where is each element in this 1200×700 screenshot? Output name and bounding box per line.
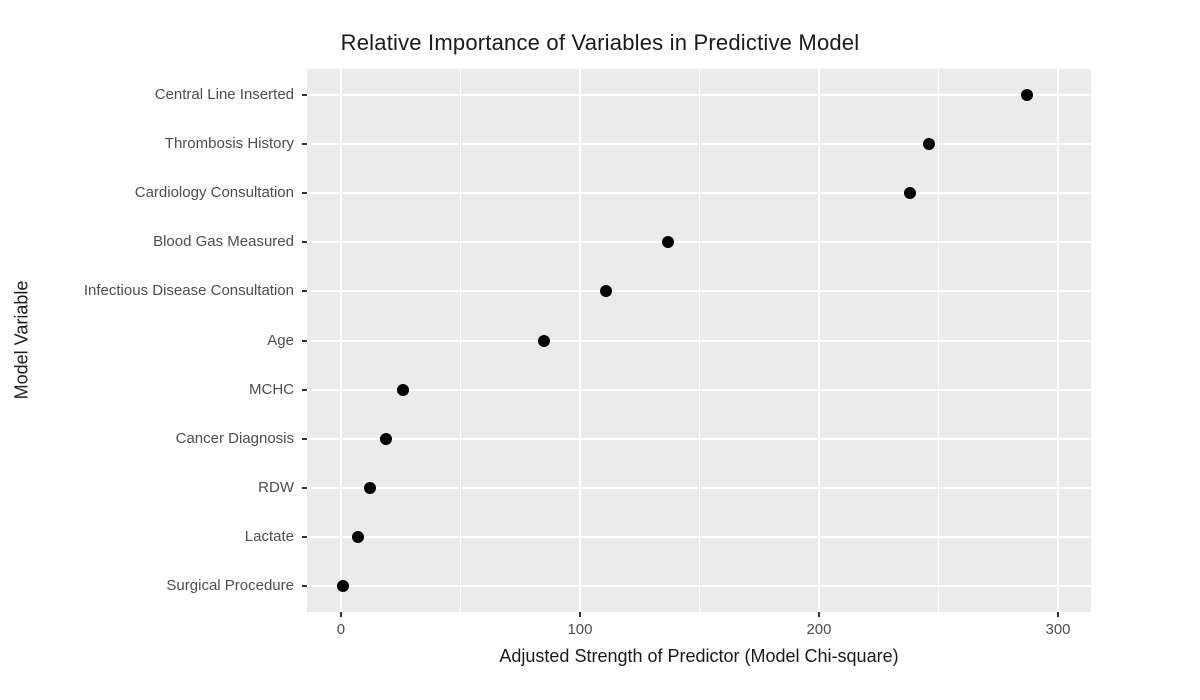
y-tick-label: Thrombosis History xyxy=(164,134,294,152)
data-point xyxy=(1020,88,1033,101)
chart-title: Relative Importance of Variables in Pred… xyxy=(340,30,860,55)
data-point xyxy=(662,236,675,249)
y-tick-label: Age xyxy=(267,331,294,349)
y-axis-tick xyxy=(302,536,307,539)
y-tick-label: Central Line Inserted xyxy=(154,85,294,103)
y-axis-tick xyxy=(302,585,307,588)
row-gridline xyxy=(307,339,1091,342)
data-point xyxy=(600,285,613,298)
row-gridline xyxy=(307,192,1091,194)
y-tick-label: Surgical Procedure xyxy=(166,577,294,595)
x-tick-label: 300 xyxy=(1045,621,1071,638)
row-gridline xyxy=(307,241,1091,244)
y-axis-tick xyxy=(302,93,307,96)
y-axis-tick xyxy=(302,241,307,244)
x-axis-title: Adjusted Strength of Predictor (Model Ch… xyxy=(499,646,899,666)
y-tick-label: Infectious Disease Consultation xyxy=(83,282,294,300)
y-axis-tick xyxy=(302,388,307,391)
row-gridline xyxy=(307,437,1091,440)
y-axis-tick xyxy=(302,290,307,293)
y-tick-label: Blood Gas Measured xyxy=(153,233,294,251)
x-axis-tick xyxy=(1057,612,1059,617)
row-gridline xyxy=(307,290,1091,293)
data-point xyxy=(538,334,551,347)
data-point xyxy=(397,383,410,396)
y-tick-label: Cardiology Consultation xyxy=(134,184,294,201)
x-tick-label: 200 xyxy=(806,621,832,638)
y-axis-tick xyxy=(302,192,307,194)
y-tick-label: MCHC xyxy=(249,380,294,398)
y-tick-label: Cancer Diagnosis xyxy=(175,429,294,447)
x-axis-tick xyxy=(817,612,820,617)
x-tick-label: 0 xyxy=(336,621,346,638)
y-tick-label: Lactate xyxy=(244,528,294,546)
row-gridline xyxy=(307,388,1091,391)
y-axis-tick xyxy=(302,437,307,440)
x-tick-label: 100 xyxy=(567,621,593,638)
y-axis-tick xyxy=(302,486,307,489)
row-gridline xyxy=(307,486,1091,489)
data-point xyxy=(380,432,393,445)
data-point xyxy=(903,187,916,199)
row-gridline xyxy=(307,142,1091,145)
y-tick-label: RDW xyxy=(258,478,294,496)
x-axis-tick xyxy=(578,612,581,617)
row-gridline xyxy=(307,93,1091,96)
data-point xyxy=(922,137,935,150)
y-axis-tick xyxy=(302,142,307,145)
x-axis-tick xyxy=(339,612,342,617)
data-point xyxy=(337,580,350,593)
data-point xyxy=(363,481,376,494)
y-axis-tick xyxy=(302,339,307,342)
data-point xyxy=(351,531,364,544)
row-gridline xyxy=(307,536,1091,539)
row-gridline xyxy=(307,585,1091,588)
